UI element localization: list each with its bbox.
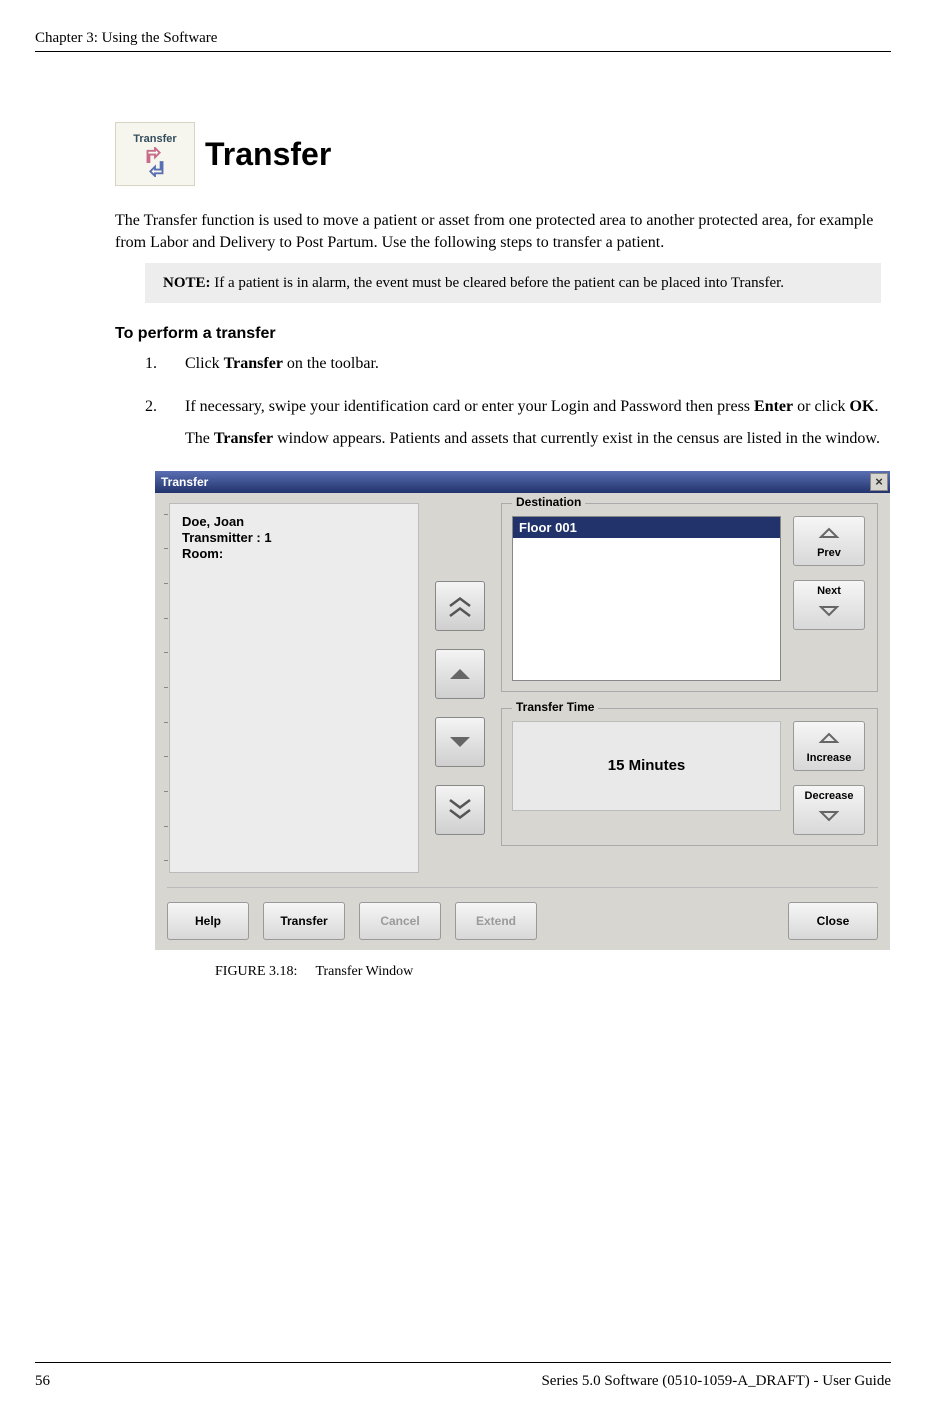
scroll-up-button[interactable]	[435, 649, 485, 699]
page-number: 56	[35, 1373, 50, 1390]
window-title: Transfer	[161, 475, 208, 489]
patient-transmitter: Transmitter : 1	[182, 530, 406, 545]
help-button[interactable]: Help	[167, 902, 249, 940]
figure: Transfer × Doe, Joan Transmitter : 1 Roo…	[155, 471, 881, 980]
transfer-window-screenshot: Transfer × Doe, Joan Transmitter : 1 Roo…	[155, 471, 890, 950]
double-up-icon	[445, 591, 475, 621]
scroll-top-button[interactable]	[435, 581, 485, 631]
time-decrease-button[interactable]: Decrease	[793, 785, 865, 835]
section-title: Transfer	[205, 136, 331, 173]
step-number: 1.	[145, 353, 163, 385]
note-label: NOTE:	[163, 275, 211, 291]
patient-name: Doe, Joan	[182, 514, 406, 529]
transfer-button[interactable]: Transfer	[263, 902, 345, 940]
header-rule	[35, 51, 891, 52]
scroll-bottom-button[interactable]	[435, 785, 485, 835]
titlebar: Transfer ×	[155, 471, 890, 493]
step-item: 2. If necessary, swipe your identificatio…	[145, 396, 881, 461]
destination-next-button[interactable]: Next	[793, 580, 865, 630]
procedure-heading: To perform a transfer	[115, 325, 881, 343]
transfer-time-group: Transfer Time 15 Minutes Increase	[501, 708, 878, 846]
running-header: Chapter 3: Using the Software	[35, 30, 891, 47]
patient-room: Room:	[182, 546, 406, 561]
up-arrow-icon	[817, 521, 841, 545]
down-arrow-icon	[817, 804, 841, 828]
down-arrow-icon	[817, 599, 841, 623]
transfer-time-legend: Transfer Time	[512, 700, 598, 714]
transfer-icon	[140, 147, 170, 177]
close-button[interactable]: Close	[788, 902, 878, 940]
step-body: Click Transfer on the toolbar.	[185, 353, 379, 385]
intro-paragraph: The Transfer function is used to move a …	[115, 210, 881, 253]
footer-text: Series 5.0 Software (0510-1059-A_DRAFT) …	[541, 1373, 891, 1390]
transfer-icon-box: Transfer	[115, 122, 195, 186]
window-close-button[interactable]: ×	[870, 473, 888, 491]
step-item: 1. Click Transfer on the toolbar.	[145, 353, 881, 385]
steps-list: 1. Click Transfer on the toolbar. 2. If nec…	[115, 353, 881, 460]
prev-label: Prev	[817, 547, 841, 559]
next-label: Next	[817, 585, 841, 597]
figure-label: FIGURE 3.18:	[215, 964, 297, 979]
transfer-icon-label: Transfer	[133, 133, 176, 145]
page-footer: 56 Series 5.0 Software (0510-1059-A_DRAF…	[35, 1362, 891, 1390]
down-arrow-icon	[445, 727, 475, 757]
time-increase-button[interactable]: Increase	[793, 721, 865, 771]
destination-legend: Destination	[512, 495, 585, 509]
note-block: NOTE: If a patient is in alarm, the even…	[145, 263, 881, 303]
increase-label: Increase	[807, 752, 852, 764]
patient-list[interactable]: Doe, Joan Transmitter : 1 Room:	[169, 503, 419, 873]
note-text: If a patient is in alarm, the event must…	[211, 275, 785, 291]
extend-button[interactable]: Extend	[455, 902, 537, 940]
cancel-button[interactable]: Cancel	[359, 902, 441, 940]
destination-group: Destination Floor 001 Prev	[501, 503, 878, 692]
list-nav-column	[431, 543, 489, 873]
destination-prev-button[interactable]: Prev	[793, 516, 865, 566]
scroll-down-button[interactable]	[435, 717, 485, 767]
transfer-time-value: 15 Minutes	[512, 721, 781, 811]
dialog-button-bar: Help Transfer Cancel Extend Close	[167, 887, 878, 940]
destination-list[interactable]: Floor 001	[512, 516, 781, 681]
step-body: If necessary, swipe your identification …	[185, 396, 880, 461]
figure-caption: FIGURE 3.18: Transfer Window	[215, 964, 881, 980]
destination-selected[interactable]: Floor 001	[513, 517, 780, 538]
double-down-icon	[445, 795, 475, 825]
section-header: Transfer Transfer	[115, 122, 881, 186]
up-arrow-icon	[445, 659, 475, 689]
figure-caption-text: Transfer Window	[315, 964, 413, 979]
footer-rule	[35, 1362, 891, 1363]
step-number: 2.	[145, 396, 163, 461]
up-arrow-icon	[817, 726, 841, 750]
decrease-label: Decrease	[805, 790, 854, 802]
